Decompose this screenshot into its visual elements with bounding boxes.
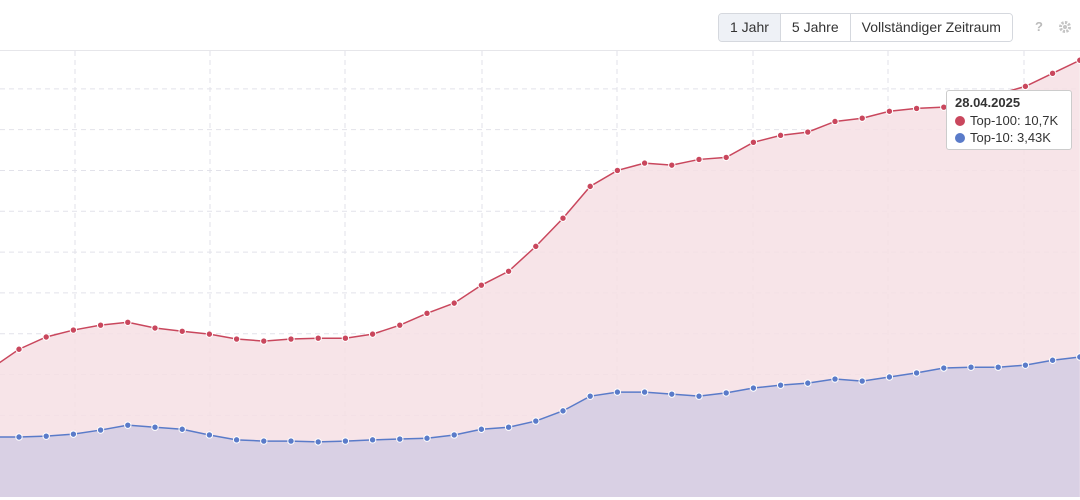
point <box>450 299 458 307</box>
point <box>613 166 622 175</box>
tooltip-row: Top-10: 3,43K <box>955 129 1063 146</box>
point <box>96 321 105 329</box>
point <box>858 377 866 385</box>
point <box>423 309 431 318</box>
tooltip-marker <box>955 132 965 143</box>
point <box>178 425 186 433</box>
point <box>695 392 703 400</box>
point <box>1048 69 1057 78</box>
point <box>640 388 649 396</box>
point <box>1048 356 1057 364</box>
point <box>368 436 377 444</box>
point <box>912 104 921 113</box>
point <box>532 242 540 251</box>
point <box>749 138 758 146</box>
point <box>69 430 78 438</box>
point <box>695 155 703 164</box>
point <box>450 431 458 439</box>
point <box>831 117 839 126</box>
point <box>15 433 23 441</box>
point <box>749 384 758 392</box>
point <box>858 114 866 122</box>
point <box>124 421 132 429</box>
point <box>232 335 241 343</box>
point <box>885 107 894 115</box>
point <box>532 417 540 425</box>
point <box>613 388 622 396</box>
point <box>260 337 268 345</box>
point <box>341 334 350 342</box>
point <box>804 379 812 387</box>
point <box>396 321 404 329</box>
point <box>69 326 78 334</box>
point <box>15 345 23 353</box>
help-icon[interactable]: ? <box>1035 19 1043 34</box>
point <box>287 437 295 445</box>
point <box>722 153 730 162</box>
point <box>205 330 214 338</box>
range-button[interactable]: Vollständiger Zeitraum <box>849 14 1012 41</box>
point <box>776 131 785 140</box>
point <box>341 437 350 445</box>
point <box>205 431 214 439</box>
point <box>368 330 377 338</box>
point <box>668 390 676 398</box>
point <box>559 407 567 415</box>
point <box>314 438 322 446</box>
point <box>776 381 785 389</box>
point <box>314 334 322 342</box>
area <box>0 356 1080 497</box>
point <box>831 375 839 383</box>
range-button[interactable]: 1 Jahr <box>719 14 780 41</box>
point <box>967 363 975 371</box>
point <box>504 423 513 431</box>
settings-icon[interactable] <box>1058 20 1072 34</box>
point <box>423 434 431 442</box>
point <box>1076 353 1080 361</box>
point <box>151 423 159 431</box>
tooltip-title: 28.04.2025 <box>955 95 1021 110</box>
point <box>96 426 105 434</box>
point <box>232 436 241 444</box>
point <box>477 281 486 289</box>
point <box>722 389 730 397</box>
point <box>151 324 159 332</box>
point <box>178 327 186 335</box>
point <box>994 363 1002 371</box>
point <box>260 437 268 445</box>
point <box>912 369 921 377</box>
point <box>396 435 404 443</box>
range-buttons: 1 Jahr 5 Jahre Vollständiger Zeitraum <box>718 13 1013 42</box>
point <box>42 333 50 341</box>
point <box>586 392 594 400</box>
point <box>885 373 894 381</box>
tooltip-text: Top-100: 10,7K <box>970 113 1059 128</box>
tooltip-text: Top-10: 3,43K <box>970 130 1051 145</box>
point <box>287 335 295 343</box>
point <box>668 161 676 169</box>
point <box>640 159 649 167</box>
tooltip-row: Top-100: 10,7K <box>955 112 1063 129</box>
toolbar: 1 Jahr 5 Jahre Vollständiger Zeitraum ? <box>0 0 1080 51</box>
point <box>940 364 948 372</box>
tooltip-marker <box>955 115 965 126</box>
range-button[interactable]: 5 Jahre <box>779 14 850 41</box>
point <box>804 128 812 136</box>
point <box>504 267 513 275</box>
point <box>477 425 486 433</box>
point <box>1021 82 1030 91</box>
point <box>1021 361 1030 369</box>
point <box>559 214 567 222</box>
point <box>124 318 132 326</box>
point <box>586 182 594 191</box>
point <box>1076 56 1080 64</box>
point <box>42 432 50 440</box>
tooltip: 28.04.2025 Top-100: 10,7K Top-10: 3,43K <box>946 90 1072 150</box>
